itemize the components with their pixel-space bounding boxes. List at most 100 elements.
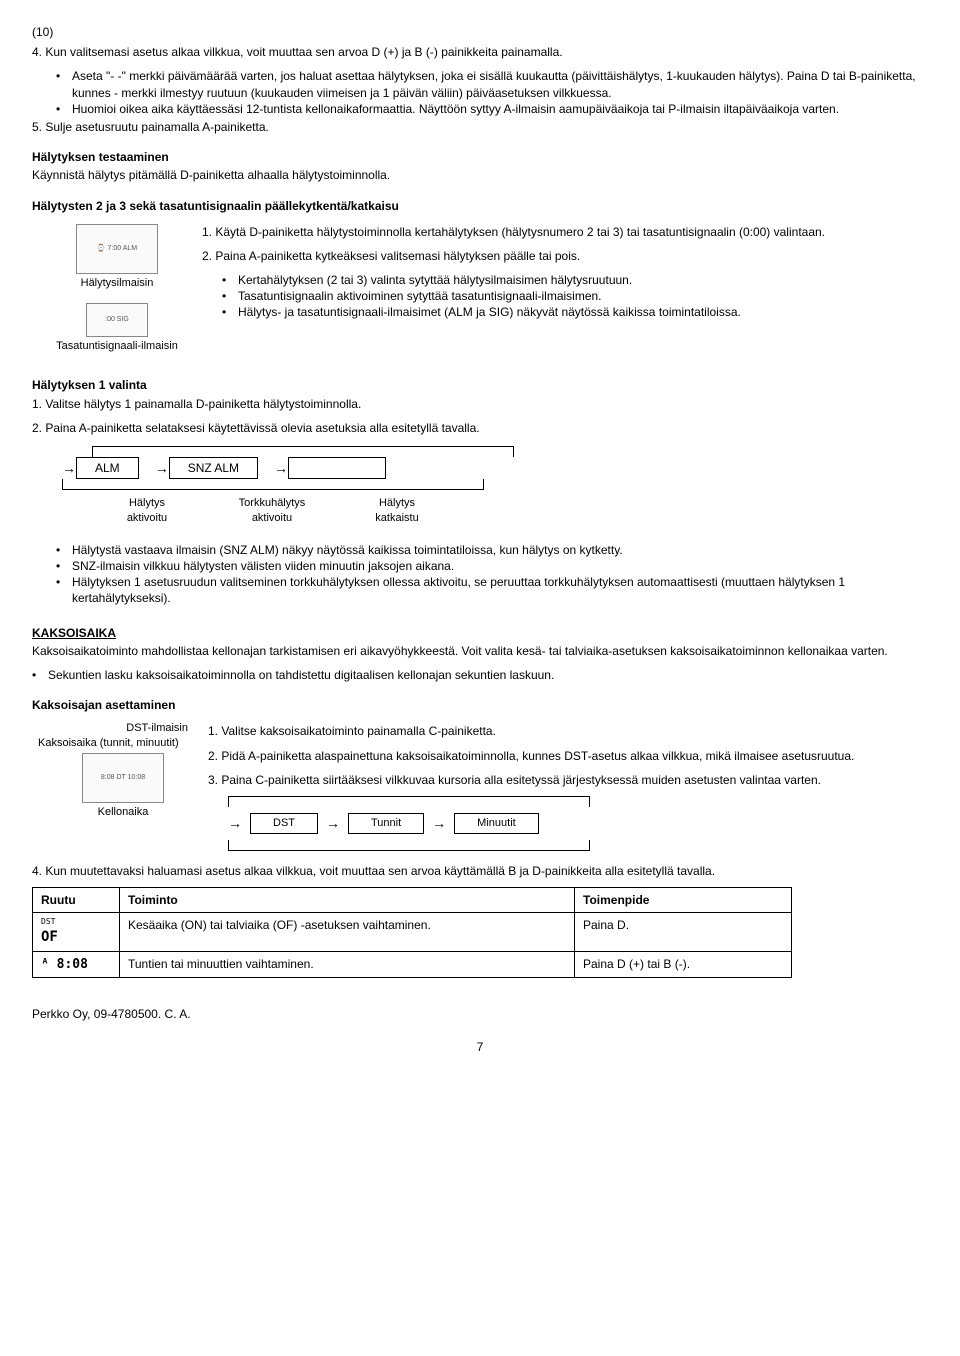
bullet: •Hälytyksen 1 asetusruudun valitseminen …: [32, 574, 928, 606]
alarm-indicator-label: Hälytysilmaisin: [81, 276, 154, 291]
bullet-text: Hälytys- ja tasatuntisignaali-ilmaisimet…: [238, 304, 741, 320]
bullet: •Hälytystä vastaava ilmaisin (SNZ ALM) n…: [32, 542, 928, 558]
flow-label-2b: aktivoitu: [202, 511, 342, 526]
text: Sulje asetusruutu painamalla A-painikett…: [45, 120, 268, 134]
num: 3.: [208, 773, 218, 787]
bullet: •Tasatuntisignaalin aktivoiminen sytyttä…: [222, 288, 928, 304]
sec23-title: Hälytysten 2 ja 3 sekä tasatuntisignaali…: [32, 198, 928, 214]
num: 5.: [32, 120, 42, 134]
text: Pidä A-painiketta alaspainettuna kaksois…: [221, 749, 854, 763]
dual-set-title: Kaksoisajan asettaminen: [32, 697, 928, 713]
text: Valitse kaksoisaikatoiminto painamalla C…: [221, 724, 496, 738]
dt-box-hours: Tunnit: [348, 813, 424, 834]
bullet: •Sekuntien lasku kaksoisaikatoiminnolla …: [32, 667, 928, 683]
bullet: • Huomioi oikea aika käyttäessäsi 12-tun…: [56, 101, 928, 117]
num: 1.: [208, 724, 218, 738]
flow-box-alm: ALM: [76, 457, 139, 479]
dual-title: KAKSOISAIKA: [32, 625, 928, 641]
bullet-dot: •: [56, 101, 72, 117]
left-images: ⌚ 7:00 ALM Hälytysilmaisin :00 SIG Tasat…: [32, 222, 202, 364]
num: 2.: [208, 749, 218, 763]
flow-box-snz: SNZ ALM: [169, 457, 258, 479]
bullet-text: Hälytyksen 1 asetusruudun valitseminen t…: [72, 574, 928, 606]
cell-ruutu-1: DST OF: [33, 913, 120, 952]
watch-image-sig: :00 SIG: [86, 303, 148, 337]
dual-intro: Kaksoisaikatoiminto mahdollistaa kellona…: [32, 643, 928, 659]
num: 4.: [32, 864, 42, 878]
bullet: • Aseta "- -" merkki päivämäärää varten,…: [56, 68, 928, 100]
clock-label: Kellonaika: [98, 805, 149, 820]
bullet-text: Sekuntien lasku kaksoisaikatoiminnolla o…: [48, 667, 554, 683]
cell-toimenpide-1: Paina D.: [575, 913, 792, 952]
arrow-icon: →: [274, 459, 288, 478]
dual-item2: 2. Pidä A-painiketta alaspainettuna kaks…: [208, 748, 928, 764]
sec23-item2: 2. Paina A-painiketta kytkeäksesi valits…: [202, 248, 928, 264]
arrow-icon: →: [62, 459, 76, 478]
flow-label-3a: Hälytys: [342, 496, 452, 511]
cell-ruutu-2: ᴬ 8:08: [33, 951, 120, 978]
bullet-text: Kertahälytyksen (2 tai 3) valinta sytytt…: [238, 272, 632, 288]
th-toiminto: Toiminto: [120, 887, 575, 912]
num: 4.: [32, 45, 42, 59]
text: Paina A-painiketta kytkeäksesi valitsema…: [215, 249, 580, 263]
bullet-text: Tasatuntisignaalin aktivoiminen sytyttää…: [238, 288, 602, 304]
bullet: •Kertahälytyksen (2 tai 3) valinta sytyt…: [222, 272, 928, 288]
text: Paina C-painiketta siirtääksesi vilkkuva…: [221, 773, 821, 787]
bullet: •Hälytys- ja tasatuntisignaali-ilmaisime…: [222, 304, 928, 320]
para-4: 4. Kun valitsemasi asetus alkaa vilkkua,…: [32, 44, 928, 60]
num: 1.: [202, 225, 212, 239]
bullet-text: Huomioi oikea aika käyttäessäsi 12-tunti…: [72, 101, 839, 117]
bullet-text: Aseta "- -" merkki päivämäärää varten, j…: [72, 68, 928, 100]
th-ruutu: Ruutu: [33, 887, 120, 912]
bullet: •SNZ-ilmaisin vilkkuu hälytysten väliste…: [32, 558, 928, 574]
watch-image-alarm: ⌚ 7:00 ALM: [76, 224, 158, 274]
dual-item3: 3. Paina C-painiketta siirtääksesi vilkk…: [208, 772, 928, 788]
para-4b: 4. Kun muutettavaksi haluamasi asetus al…: [32, 863, 928, 879]
arrow-icon: →: [228, 814, 242, 833]
text: Paina A-painiketta selataksesi käytettäv…: [45, 421, 479, 435]
cell-toimenpide-2: Paina D (+) tai B (-).: [575, 951, 792, 978]
text: Käytä D-painiketta hälytystoiminnolla ke…: [215, 225, 825, 239]
dual-item1: 1. Valitse kaksoisaikatoiminto painamall…: [208, 723, 928, 739]
table-row: DST OF Kesäaika (ON) tai talviaika (OF) …: [33, 913, 792, 952]
page-number: 7: [32, 1039, 928, 1055]
flow-label-1b: aktivoitu: [92, 511, 202, 526]
cell-toiminto-1: Kesäaika (ON) tai talviaika (OF) -asetuk…: [120, 913, 575, 952]
table-row: ᴬ 8:08 Tuntien tai minuuttien vaihtamine…: [33, 951, 792, 978]
flow-diagram: → ALM → SNZ ALM → Hälytys aktivoitu Tork…: [62, 446, 928, 526]
num: 2.: [202, 249, 212, 263]
bullet-dot: •: [56, 68, 72, 100]
footer-text: Perkko Oy, 09-4780500. C. A.: [32, 1006, 928, 1022]
flow-box-empty: [288, 457, 386, 479]
test-text: Käynnistä hälytys pitämällä D-painiketta…: [32, 167, 928, 183]
watch-image-dual: 8:08 DT 10:08: [82, 753, 164, 803]
th-toimenpide: Toimenpide: [575, 887, 792, 912]
alm1-item2: 2. Paina A-painiketta selataksesi käytet…: [32, 420, 928, 436]
hourly-indicator-label: Tasatuntisignaali-ilmaisin: [56, 339, 178, 354]
flow-label-2a: Torkkuhälytys: [202, 496, 342, 511]
arrow-icon: →: [432, 814, 446, 833]
dt-box-min: Minuutit: [454, 813, 539, 834]
dual-time-label: Kaksoisaika (tunnit, minuutit): [38, 736, 179, 751]
dual-left-images: DST-ilmaisin Kaksoisaika (tunnit, minuut…: [32, 721, 208, 850]
arrow-icon: →: [326, 814, 340, 833]
dst-label: DST-ilmaisin: [38, 721, 188, 736]
settings-table: Ruutu Toiminto Toimenpide DST OF Kesäaik…: [32, 887, 792, 978]
alm1-item1: 1. Valitse hälytys 1 painamalla D-painik…: [32, 396, 928, 412]
bullet-text: Hälytystä vastaava ilmaisin (SNZ ALM) nä…: [72, 542, 623, 558]
flow-label-1a: Hälytys: [92, 496, 202, 511]
sec23-item1: 1. Käytä D-painiketta hälytystoiminnolla…: [202, 224, 928, 240]
dt-box-dst: DST: [250, 813, 318, 834]
arrow-icon: →: [155, 459, 169, 478]
flow-label-3b: katkaistu: [342, 511, 452, 526]
alm1-title: Hälytyksen 1 valinta: [32, 377, 928, 393]
num: 1.: [32, 397, 42, 411]
bullet-text: SNZ-ilmaisin vilkkuu hälytysten välisten…: [72, 558, 454, 574]
text: Kun valitsemasi asetus alkaa vilkkua, vo…: [45, 45, 562, 59]
para-5: 5. Sulje asetusruutu painamalla A-painik…: [32, 119, 928, 135]
text: Valitse hälytys 1 painamalla D-painikett…: [45, 397, 361, 411]
text: Kun muutettavaksi haluamasi asetus alkaa…: [45, 864, 715, 878]
dual-flow-diagram: → DST → Tunnit → Minuutit: [228, 796, 928, 851]
test-title: Hälytyksen testaaminen: [32, 149, 928, 165]
cell-toiminto-2: Tuntien tai minuuttien vaihtaminen.: [120, 951, 575, 978]
